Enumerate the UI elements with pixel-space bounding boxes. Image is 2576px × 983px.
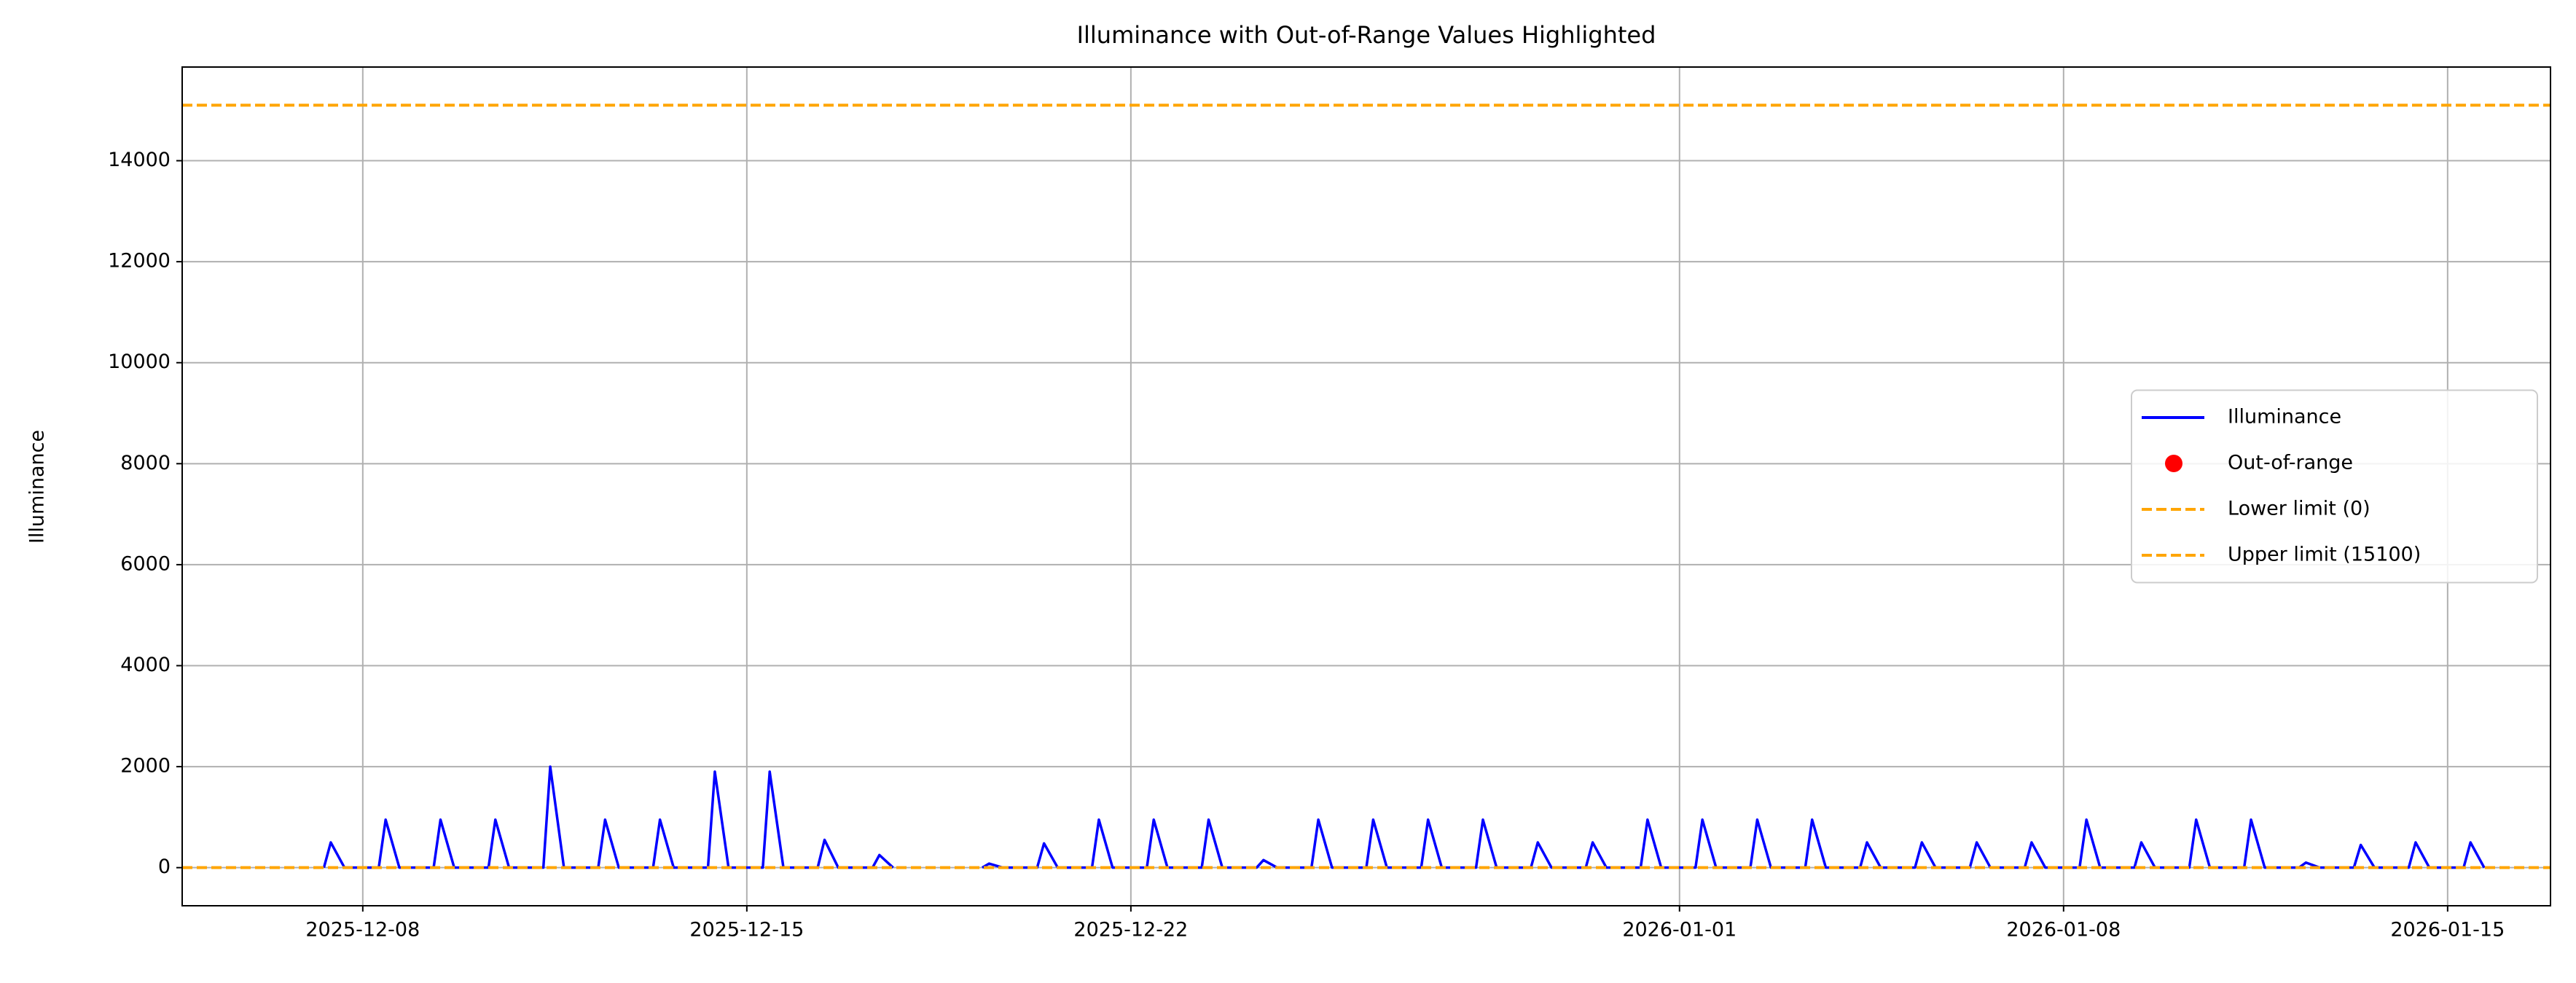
- plot-frame: [181, 66, 2551, 906]
- y-tick-label: 0: [158, 855, 171, 878]
- x-tick-label: 2026-01-08: [2006, 919, 2121, 941]
- y-axis-label: Illuminance: [26, 430, 49, 544]
- legend-label: Lower limit (0): [2228, 498, 2371, 520]
- x-tick-label: 2025-12-15: [689, 919, 804, 941]
- y-tick-label: 6000: [120, 552, 171, 575]
- legend-label: Upper limit (15100): [2228, 544, 2421, 566]
- chart-title: Illuminance with Out-of-Range Values Hig…: [1077, 21, 1656, 49]
- legend-label: Illuminance: [2228, 406, 2341, 428]
- y-tick-label: 8000: [120, 452, 171, 474]
- x-tick-label: 2026-01-01: [1622, 919, 1737, 941]
- y-tick-label: 14000: [108, 149, 171, 171]
- legend-marker: [2165, 455, 2182, 472]
- y-tick-label: 4000: [120, 654, 171, 676]
- legend-label: Out-of-range: [2228, 452, 2353, 474]
- y-tick-label: 12000: [108, 250, 171, 273]
- y-tick-label: 10000: [108, 350, 171, 373]
- x-tick-label: 2026-01-15: [2390, 919, 2505, 941]
- y-tick-label: 2000: [120, 755, 171, 778]
- x-tick-label: 2025-12-08: [305, 919, 420, 941]
- x-tick-label: 2025-12-22: [1073, 919, 1188, 941]
- legend-box: [2131, 389, 2538, 584]
